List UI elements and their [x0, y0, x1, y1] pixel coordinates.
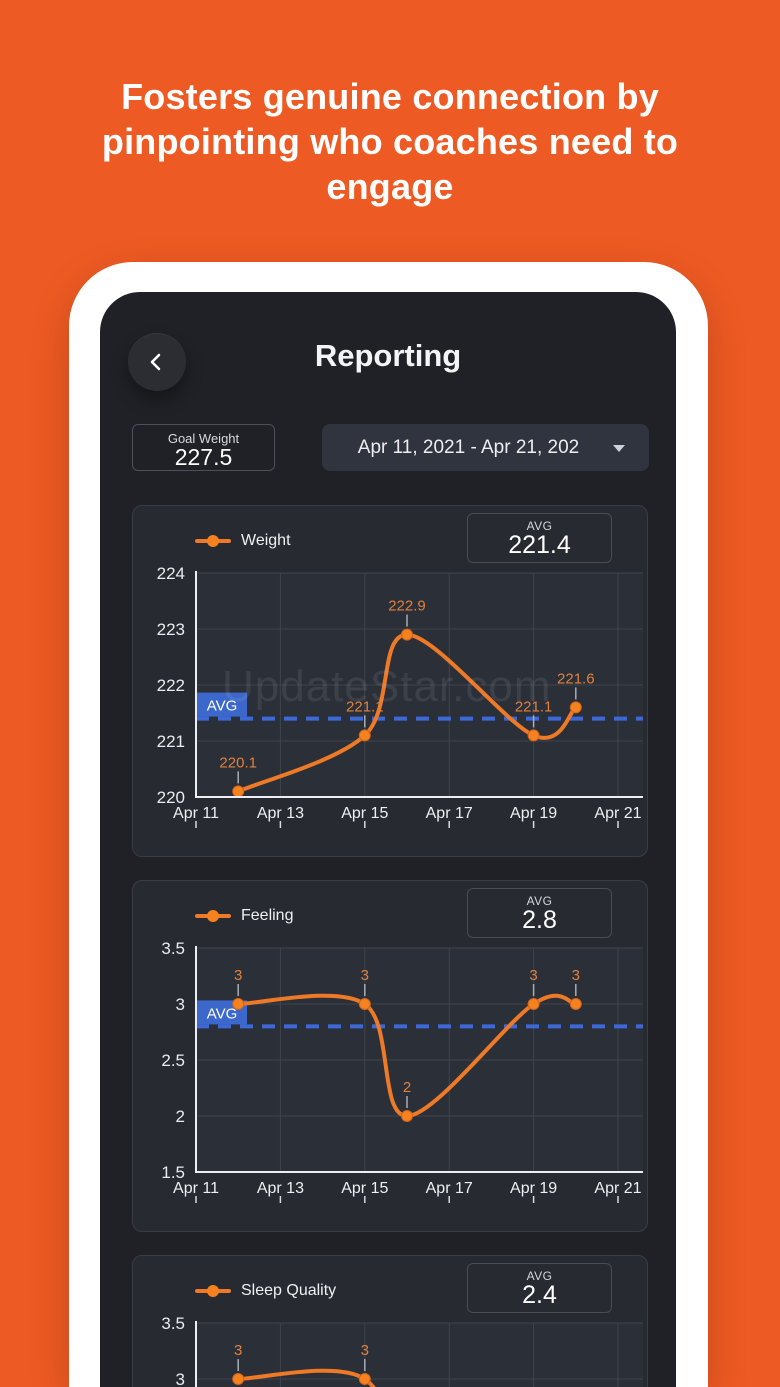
goal-weight-box: Goal Weight 227.5 — [132, 424, 275, 471]
avg-label: AVG — [526, 1269, 553, 1283]
legend-line-icon — [195, 539, 231, 543]
chevron-left-icon — [150, 353, 161, 371]
sleep-quality-avg-box: AVG 2.4 — [467, 1263, 612, 1313]
svg-text:Apr 17: Apr 17 — [426, 805, 473, 822]
svg-text:3.5: 3.5 — [161, 1314, 185, 1333]
svg-text:3: 3 — [361, 967, 369, 984]
avg-label: AVG — [526, 519, 553, 533]
svg-text:Apr 19: Apr 19 — [510, 805, 557, 822]
legend-label: Sleep Quality — [241, 1282, 337, 1299]
legend-label: Weight — [241, 532, 291, 549]
svg-text:3: 3 — [176, 1370, 185, 1387]
app-header: Reporting — [100, 292, 676, 422]
weight-avg-box: AVG 221.4 — [467, 513, 612, 563]
sleep-quality-legend: Sleep Quality — [195, 1282, 336, 1300]
svg-text:221: 221 — [157, 732, 185, 751]
svg-text:Apr 19: Apr 19 — [510, 1180, 557, 1197]
page-title: Reporting — [314, 338, 462, 373]
goal-weight-value: 227.5 — [174, 444, 233, 470]
svg-text:221.1: 221.1 — [346, 698, 384, 715]
svg-text:221.6: 221.6 — [557, 670, 595, 687]
svg-text:Apr 15: Apr 15 — [341, 805, 388, 822]
svg-text:2: 2 — [403, 1079, 411, 1096]
svg-text:AVG: AVG — [207, 1005, 238, 1022]
goal-weight-label: Goal Weight — [167, 431, 240, 446]
feeling-chart-card: Feeling AVG 2.8 3.5 3 2.5 2 1.5 Apr 11 Apr 13 A… — [132, 880, 648, 1232]
avg-label: AVG — [526, 894, 553, 908]
back-button[interactable] — [128, 333, 186, 391]
svg-text:AVG: AVG — [207, 698, 238, 715]
avg-value: 2.8 — [522, 906, 557, 934]
svg-text:3.5: 3.5 — [161, 939, 185, 958]
svg-text:3: 3 — [234, 967, 242, 984]
svg-text:3: 3 — [529, 967, 537, 984]
chevron-down-icon — [613, 445, 625, 452]
legend-label: Feeling — [241, 907, 294, 924]
svg-text:2: 2 — [176, 1107, 185, 1126]
phone-screen: Reporting Goal Weight 227.5 Apr 11, 2021… — [100, 292, 676, 1387]
svg-text:221.1: 221.1 — [515, 698, 553, 715]
svg-text:Apr 21: Apr 21 — [594, 805, 641, 822]
svg-text:Apr 11: Apr 11 — [173, 1180, 219, 1197]
svg-text:222: 222 — [157, 676, 185, 695]
svg-text:1.5: 1.5 — [161, 1163, 185, 1182]
weight-legend: Weight — [195, 532, 291, 550]
svg-text:222.9: 222.9 — [388, 598, 426, 615]
avg-value: 2.4 — [522, 1281, 557, 1309]
svg-text:224: 224 — [157, 564, 185, 583]
svg-text:Apr 13: Apr 13 — [257, 1180, 304, 1197]
svg-text:Apr 15: Apr 15 — [341, 1180, 388, 1197]
svg-text:220: 220 — [157, 788, 185, 807]
feeling-avg-box: AVG 2.8 — [467, 888, 612, 938]
avg-value: 221.4 — [508, 531, 571, 559]
svg-text:Apr 17: Apr 17 — [426, 1180, 473, 1197]
date-range-dropdown[interactable]: Apr 11, 2021 - Apr 21, 202 — [322, 424, 649, 471]
date-range-value: Apr 11, 2021 - Apr 21, 202 — [357, 436, 580, 458]
svg-text:3: 3 — [572, 967, 580, 984]
svg-text:3: 3 — [176, 995, 185, 1014]
phone-frame: Reporting Goal Weight 227.5 Apr 11, 2021… — [69, 262, 708, 1387]
svg-text:Apr 13: Apr 13 — [257, 805, 304, 822]
svg-text:3: 3 — [234, 1342, 242, 1359]
legend-line-icon — [195, 914, 231, 918]
legend-line-icon — [195, 1289, 231, 1293]
svg-text:223: 223 — [157, 620, 185, 639]
svg-text:Apr 11: Apr 11 — [173, 805, 219, 822]
svg-text:3: 3 — [361, 1342, 369, 1359]
headline: Fosters genuine connection by pinpointin… — [101, 76, 679, 207]
svg-text:2.5: 2.5 — [161, 1051, 185, 1070]
svg-text:Apr 21: Apr 21 — [594, 1180, 641, 1197]
weight-chart-card: Weight AVG 221.4 224 223 222 221 220 Apr 11 Ap… — [132, 505, 648, 857]
svg-text:220.1: 220.1 — [219, 754, 257, 771]
feeling-legend: Feeling — [195, 907, 293, 925]
